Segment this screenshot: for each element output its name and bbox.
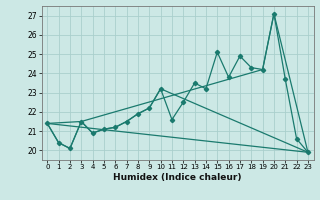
X-axis label: Humidex (Indice chaleur): Humidex (Indice chaleur) (113, 173, 242, 182)
